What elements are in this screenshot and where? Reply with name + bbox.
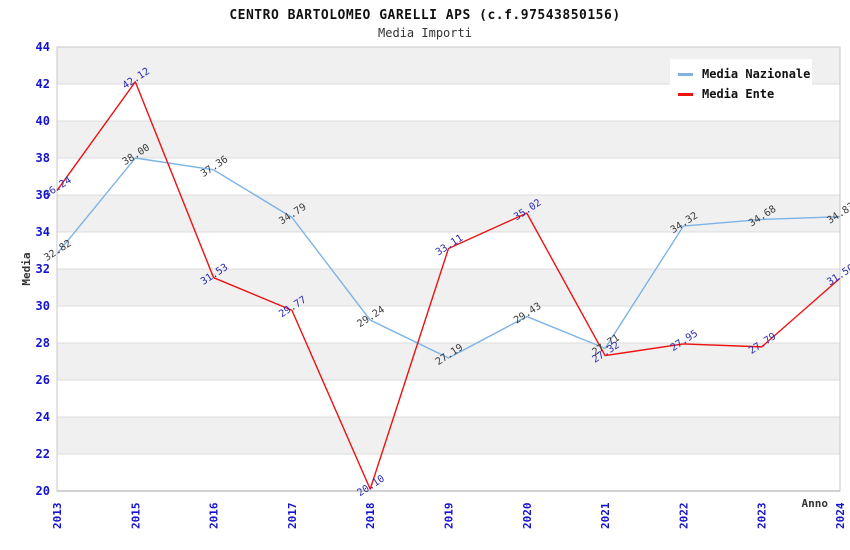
x-tick-label: 2016	[208, 502, 221, 529]
y-tick-label: 26	[36, 373, 50, 387]
y-tick-label: 32	[36, 262, 50, 276]
x-axis-title: Anno	[802, 497, 829, 510]
series-line-media-nazionale	[56, 157, 841, 359]
y-tick-label: 40	[36, 114, 50, 128]
grid-band	[57, 121, 840, 158]
chart-subtitle: Media Importi	[378, 26, 472, 40]
series-line-media-ente	[56, 81, 841, 490]
y-tick-label: 34	[36, 225, 50, 239]
y-tick-label: 22	[36, 447, 50, 461]
grid-band	[57, 417, 840, 454]
x-tick-label: 2013	[51, 503, 64, 530]
x-tick-label: 2015	[129, 503, 142, 530]
x-tick-label: 2021	[599, 502, 612, 529]
y-tick-label: 36	[36, 188, 50, 202]
x-tick-label: 2023	[756, 503, 769, 530]
chart-title: CENTRO BARTOLOMEO GARELLI APS (c.f.97543…	[229, 8, 621, 23]
legend: Media Nazionale Media Ente	[670, 59, 812, 110]
x-tick-label: 2020	[521, 503, 534, 530]
grid-band	[57, 269, 840, 306]
y-tick-label: 28	[36, 336, 50, 350]
legend-line-swatch-icon	[678, 92, 693, 96]
grid-band	[57, 195, 840, 232]
legend-item-media-nazionale: Media Nazionale	[670, 64, 812, 84]
y-tick-label: 38	[36, 151, 50, 165]
legend-item-media-ente: Media Ente	[670, 84, 812, 104]
x-tick-label: 2018	[364, 503, 377, 530]
x-tick-label: 2024	[834, 502, 847, 529]
y-tick-label: 24	[36, 410, 50, 424]
y-tick-label: 20	[36, 484, 50, 498]
y-tick-label: 30	[36, 299, 50, 313]
legend-label: Media Ente	[702, 87, 775, 101]
legend-label: Media Nazionale	[702, 67, 811, 81]
y-axis-title: Media	[20, 252, 33, 285]
x-tick-label: 2019	[443, 503, 456, 530]
x-tick-label: 2022	[677, 503, 690, 530]
x-tick-label: 2017	[286, 503, 299, 530]
y-tick-label: 44	[36, 40, 50, 54]
y-tick-label: 42	[36, 77, 50, 91]
legend-line-swatch-icon	[678, 72, 693, 76]
grid-band	[57, 343, 840, 380]
